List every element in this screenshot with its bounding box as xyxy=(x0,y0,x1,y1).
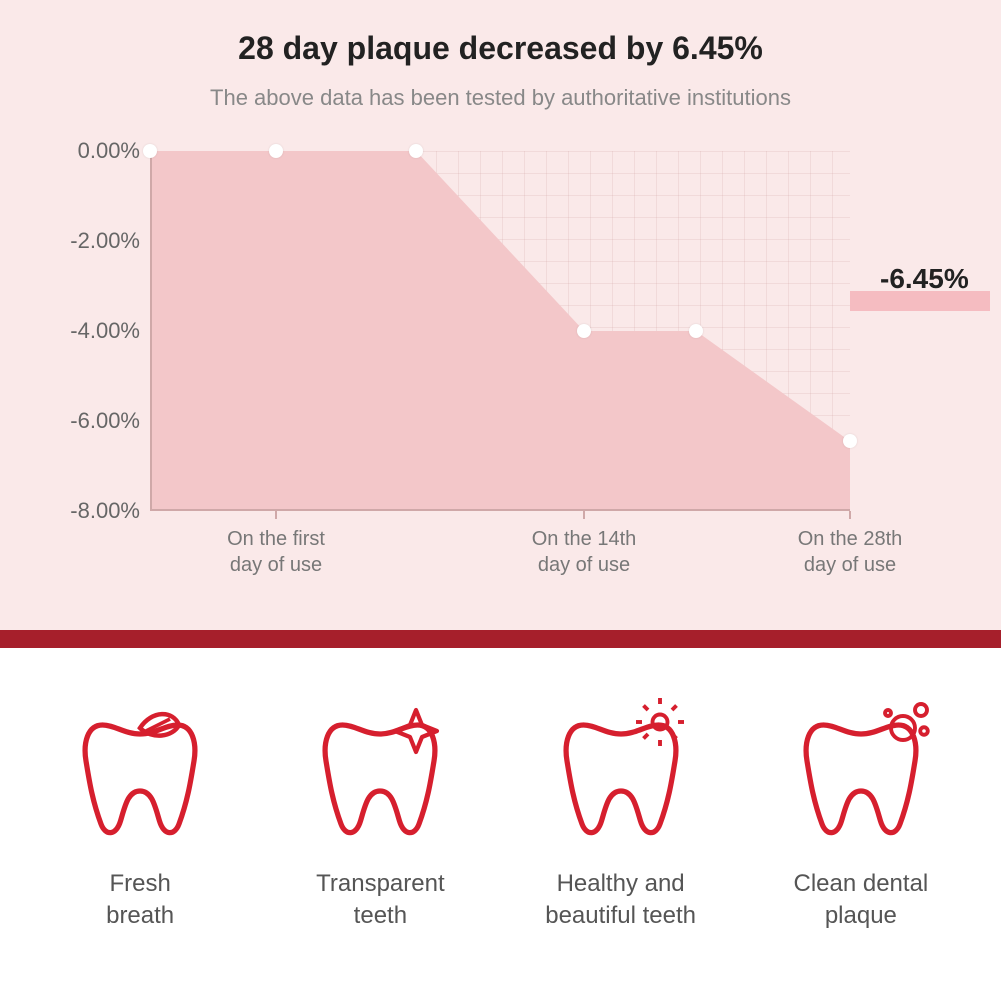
tooth-sun-icon xyxy=(546,698,696,848)
benefit-clean-plaque: Clean dentalplaque xyxy=(756,698,966,933)
y-tick-label: -2.00% xyxy=(70,228,140,254)
plaque-chart: 0.00% -2.00% -4.00% -6.00% -8.00% -6.45%… xyxy=(20,151,981,611)
data-marker xyxy=(843,434,857,448)
tooth-leaf-icon xyxy=(65,698,215,848)
data-marker xyxy=(143,144,157,158)
x-tick-label: On the 14thday of use xyxy=(532,526,637,578)
tooth-bubbles-icon xyxy=(786,698,936,848)
data-marker xyxy=(577,324,591,338)
data-marker xyxy=(689,324,703,338)
data-marker xyxy=(269,144,283,158)
data-marker xyxy=(409,144,423,158)
y-tick-label: 0.00% xyxy=(78,138,140,164)
y-tick-label: -6.00% xyxy=(70,408,140,434)
page-subtitle: The above data has been tested by author… xyxy=(20,85,981,111)
benefit-transparent-teeth: Transparentteeth xyxy=(275,698,485,933)
benefit-label: Transparentteeth xyxy=(316,868,445,933)
y-tick-label: -4.00% xyxy=(70,318,140,344)
x-tick xyxy=(583,511,585,519)
x-tick xyxy=(849,511,851,519)
benefit-label: Freshbreath xyxy=(106,868,174,933)
callout-value: -6.45% xyxy=(880,263,969,295)
plot-area xyxy=(150,151,850,511)
benefit-label: Clean dentalplaque xyxy=(793,868,928,933)
tooth-sparkle-icon xyxy=(305,698,455,848)
x-axis-line xyxy=(150,509,850,511)
x-tick-label: On the 28thday of use xyxy=(798,526,903,578)
benefit-fresh-breath: Freshbreath xyxy=(35,698,245,933)
y-tick-label: -8.00% xyxy=(70,498,140,524)
y-axis-labels: 0.00% -2.00% -4.00% -6.00% -8.00% xyxy=(20,151,150,511)
area-fill xyxy=(150,151,850,511)
benefit-healthy-beautiful: Healthy andbeautiful teeth xyxy=(516,698,726,933)
benefits-row: Freshbreath Transparentteeth Healthy and… xyxy=(0,648,1001,933)
x-tick xyxy=(275,511,277,519)
chart-section: 28 day plaque decreased by 6.45% The abo… xyxy=(0,0,1001,630)
page-title: 28 day plaque decreased by 6.45% xyxy=(20,30,981,67)
y-axis-line xyxy=(150,151,152,511)
x-tick-label: On the firstday of use xyxy=(227,526,325,578)
section-divider xyxy=(0,630,1001,648)
benefit-label: Healthy andbeautiful teeth xyxy=(545,868,696,933)
